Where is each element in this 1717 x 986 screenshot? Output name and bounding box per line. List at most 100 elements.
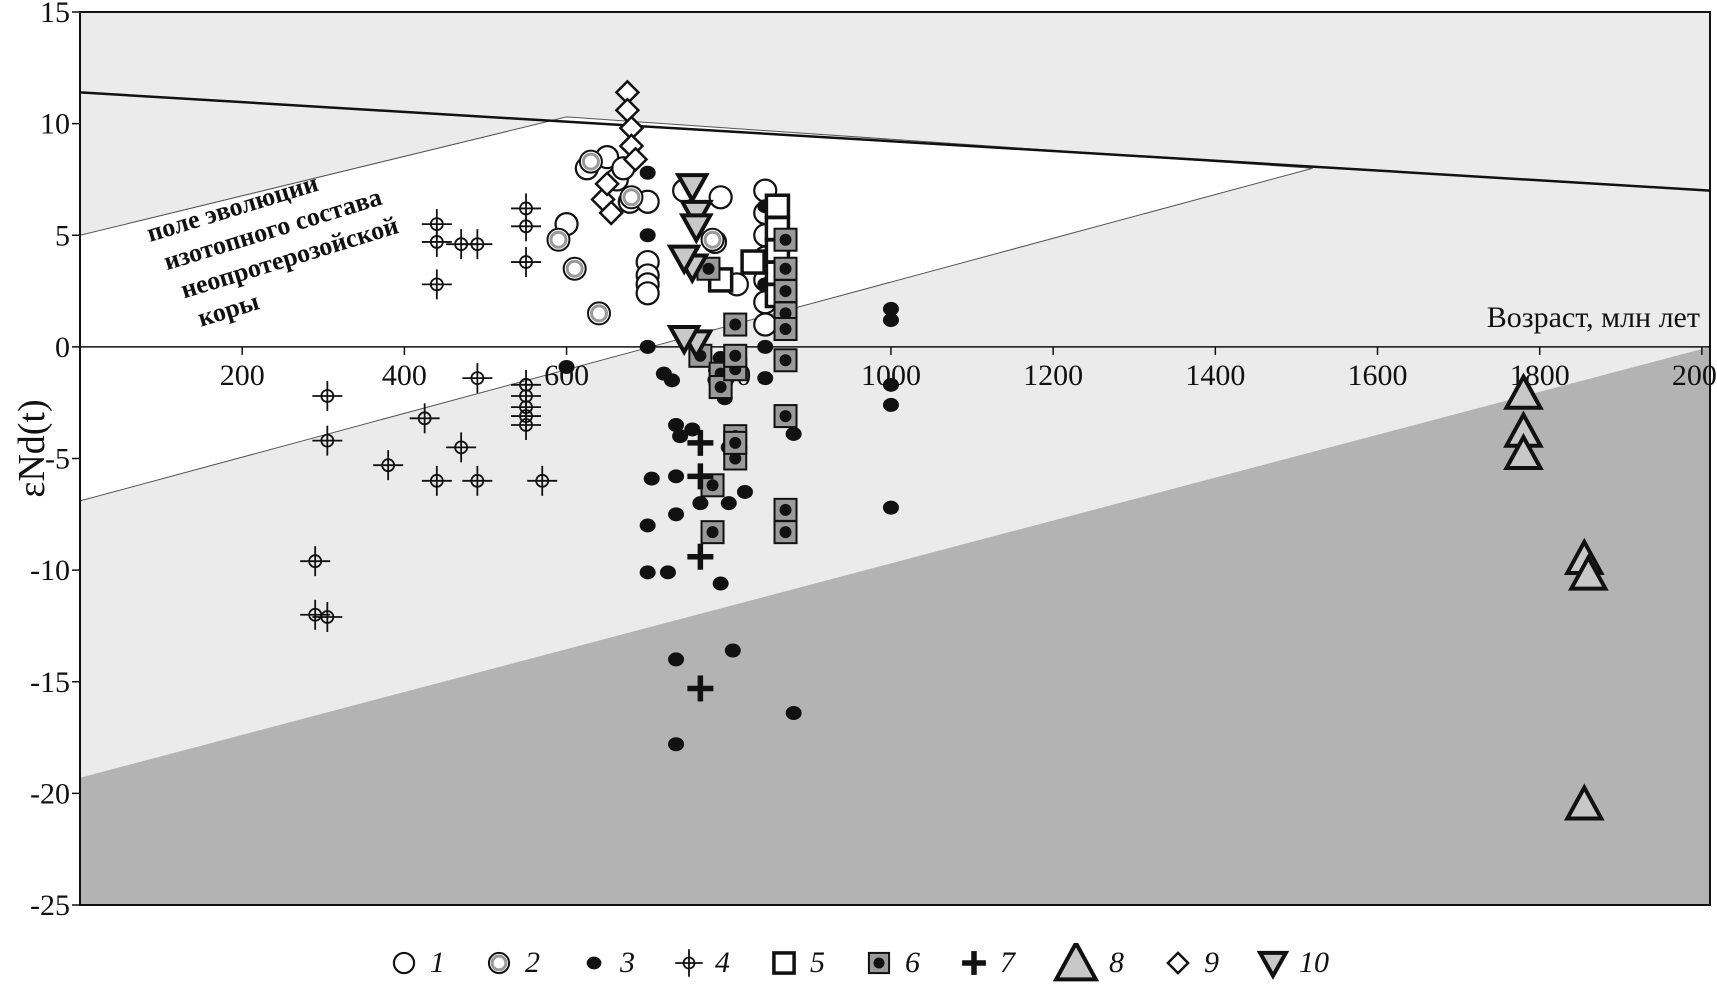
marker-triangle-up [1053,943,1099,982]
series-8 [1503,372,1609,821]
data-point-series-10 [666,324,702,357]
legend-symbol-square-dot [867,951,891,975]
marker-circle-cross [675,949,703,977]
series-6 [688,227,798,545]
data-point-series-4 [527,465,558,496]
data-point-series-3 [558,359,575,374]
data-point-series-3 [882,397,899,412]
data-point-series-2 [619,185,644,210]
data-point-series-6 [773,497,798,522]
legend-symbol-square-open [772,951,796,975]
data-point-series-6 [700,520,725,545]
data-point-series-6 [708,375,733,400]
data-point-series-4 [511,211,542,242]
data-point-series-6 [723,430,748,455]
legend-label: 1 [430,946,445,979]
data-point-series-3 [672,429,689,444]
data-point-series-4 [462,465,493,496]
data-point-series-4 [421,269,452,300]
legend-item-3: 3 [578,943,635,983]
data-point-series-4 [373,450,404,481]
data-point-series-3 [639,565,656,580]
data-point-series-1 [635,281,660,306]
data-point-series-4 [312,425,343,456]
data-point-series-3 [639,518,656,533]
legend-symbol-triangle-down [1257,950,1289,980]
marker-circle-open [392,951,416,975]
data-point-series-10 [678,213,714,245]
legend-item-10: 10 [1257,943,1329,983]
depleted-mantle-line [80,91,1710,192]
legend-symbol-dot [586,956,602,970]
legend-label: 3 [620,946,635,979]
data-point-series-7 [687,543,714,570]
y-tick-label: -20 [30,777,70,810]
data-points [300,79,1609,821]
legend-item-1: 1 [388,943,445,983]
y-tick-label: 10 [40,108,70,141]
data-point-series-8 [1563,783,1605,821]
y-tick-label: -5 [45,443,70,476]
y-tick-label: 0 [55,331,70,364]
data-point-series-3 [882,301,899,316]
x-tick-label: 1400 [1185,359,1245,392]
marker-diamond [1166,951,1190,975]
legend-item-5: 5 [768,943,825,983]
legend-item-2: 2 [483,943,540,983]
y-axis-label: εNd(t) [11,399,53,497]
data-point-series-4 [462,363,493,394]
legend-item-9: 9 [1162,943,1219,983]
marker-dot [586,956,602,970]
legend-label: 4 [715,946,730,979]
legend: 1 2 3 4 5 6 7 8 9 10 [0,940,1717,986]
neoproterozoic-crust-field [80,116,1313,501]
data-point-series-5 [740,249,766,275]
x-tick-label: 1200 [1023,359,1083,392]
data-point-series-4 [511,410,542,441]
y-tick-label: -10 [30,554,70,587]
data-point-series-3 [724,643,741,658]
data-point-series-6 [723,312,748,337]
legend-item-4: 4 [673,943,730,983]
data-point-series-3 [882,377,899,392]
y-tick-label: -15 [30,666,70,699]
tick-labels: 151050-5-10-15-20-2520040060080010001200… [30,0,1717,922]
data-point-series-3 [712,576,729,591]
plot-background [80,12,1710,905]
data-point-series-10 [666,244,702,276]
data-point-series-3 [720,496,737,511]
data-point-series-6 [773,256,798,281]
marker-square-dot [867,951,891,975]
marker-plus [962,951,986,975]
data-point-series-6 [773,317,798,342]
series-9 [590,79,649,226]
data-point-series-3 [643,471,660,486]
x-tick-label: 2000 [1672,359,1717,392]
data-point-series-3 [785,706,802,721]
data-point-series-7 [687,463,714,490]
data-point-series-4 [312,380,343,411]
data-point-series-6 [773,520,798,545]
data-point-series-8 [1503,372,1544,410]
data-point-series-4 [421,465,452,496]
marker-circle-gray [487,951,511,975]
data-point-series-1 [708,185,733,210]
data-point-series-7 [687,675,714,702]
data-point-series-4 [300,546,331,577]
data-point-series-3 [692,496,709,511]
legend-item-6: 6 [863,943,920,983]
data-point-series-2 [546,227,571,252]
x-axis-label: Возраст, млн лет [1487,301,1700,334]
data-point-series-3 [785,426,802,441]
data-point-series-3 [639,228,656,243]
legend-label: 6 [905,946,920,979]
data-point-series-3 [668,469,685,484]
series-7 [687,429,714,702]
data-point-series-9 [622,146,649,173]
series-10 [666,173,714,361]
y-tick-label: -25 [30,889,70,922]
data-point-series-4 [409,403,440,434]
data-point-series-4 [511,247,542,278]
data-point-series-5 [764,193,791,219]
marker-triangle-down [1257,950,1289,980]
